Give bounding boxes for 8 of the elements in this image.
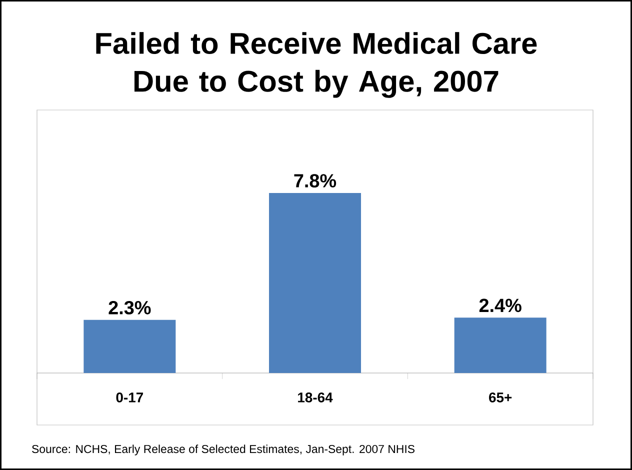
data-label: 2.4%: [479, 298, 522, 312]
data-label: 7.8%: [294, 174, 336, 188]
data-label: 2.3%: [108, 300, 151, 314]
source-note: Source: NCHS, Early Release of Selected Estimates, Jan-Sept. 2007 NHIS: [32, 444, 414, 456]
x-tick-label: 65+: [489, 392, 512, 402]
chart-title: Failed to Receive Medical Care Due to Cost by Age, 2007: [96, 32, 537, 98]
x-tick-label: 18-64: [298, 392, 333, 402]
x-tick-label: 0-17: [116, 392, 144, 402]
